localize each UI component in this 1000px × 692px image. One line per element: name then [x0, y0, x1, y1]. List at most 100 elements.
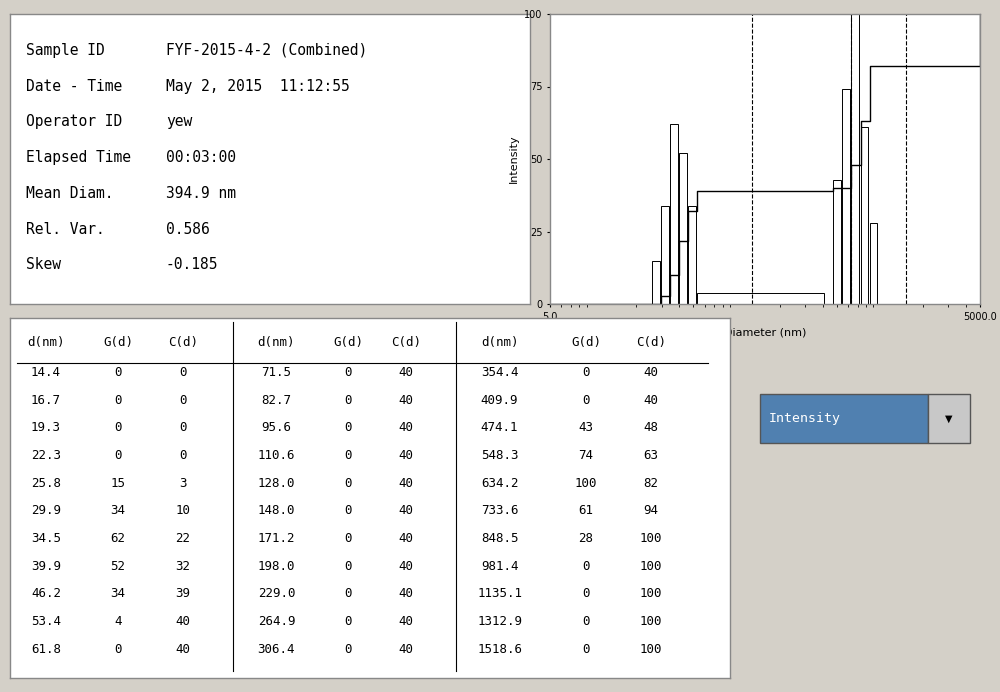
Text: C(d): C(d)	[168, 336, 198, 349]
Text: Operator ID: Operator ID	[26, 114, 122, 129]
Text: 0: 0	[114, 449, 122, 462]
Text: 62: 62	[110, 532, 126, 545]
Text: 0: 0	[114, 366, 122, 379]
Text: 3: 3	[179, 477, 187, 490]
Text: 19.3: 19.3	[31, 421, 61, 435]
Text: 95.6: 95.6	[261, 421, 291, 435]
Text: 63: 63	[643, 449, 658, 462]
Text: 94: 94	[643, 504, 658, 518]
Bar	[652, 261, 660, 304]
Text: 40: 40	[399, 477, 414, 490]
Text: 0: 0	[179, 449, 187, 462]
Text: 40: 40	[643, 394, 658, 406]
Text: 4: 4	[114, 615, 122, 628]
Text: 52: 52	[110, 560, 126, 573]
Text: 733.6: 733.6	[481, 504, 518, 518]
Text: 40: 40	[399, 588, 414, 601]
Text: 40: 40	[399, 394, 414, 406]
Text: 0.586: 0.586	[166, 221, 210, 237]
Bar	[670, 125, 678, 304]
Text: 43: 43	[578, 421, 594, 435]
Text: 100: 100	[575, 477, 597, 490]
Text: 981.4: 981.4	[481, 560, 518, 573]
Text: 39: 39	[175, 588, 190, 601]
Text: 548.3: 548.3	[481, 449, 518, 462]
Text: 0: 0	[582, 615, 590, 628]
Text: 0: 0	[345, 504, 352, 518]
Text: 40: 40	[399, 643, 414, 656]
Text: 394.9 nm: 394.9 nm	[166, 186, 236, 201]
Bar	[833, 179, 841, 304]
Bar	[842, 89, 850, 304]
Y-axis label: Intensity: Intensity	[508, 135, 518, 183]
Text: 0: 0	[582, 643, 590, 656]
Text: 848.5: 848.5	[481, 532, 518, 545]
Text: 100: 100	[640, 532, 662, 545]
Text: Elapsed Time: Elapsed Time	[26, 150, 131, 165]
Text: d(nm): d(nm)	[27, 336, 65, 349]
Text: 46.2: 46.2	[31, 588, 61, 601]
Text: 0: 0	[345, 394, 352, 406]
Text: 634.2: 634.2	[481, 477, 518, 490]
Text: 82.7: 82.7	[261, 394, 291, 406]
Text: 474.1: 474.1	[481, 421, 518, 435]
Text: -0.185: -0.185	[166, 257, 218, 273]
Text: 40: 40	[175, 615, 190, 628]
Text: G(d): G(d)	[103, 336, 133, 349]
Text: 198.0: 198.0	[258, 560, 295, 573]
Text: 22: 22	[175, 532, 190, 545]
Text: 32: 32	[175, 560, 190, 573]
Text: 74: 74	[578, 449, 594, 462]
Text: 22.3: 22.3	[31, 449, 61, 462]
Text: 53.4: 53.4	[31, 615, 61, 628]
Text: 0: 0	[114, 421, 122, 435]
Text: 40: 40	[643, 366, 658, 379]
Text: 1312.9: 1312.9	[477, 615, 522, 628]
Text: 40: 40	[399, 532, 414, 545]
Text: 10: 10	[175, 504, 190, 518]
Text: 409.9: 409.9	[481, 394, 518, 406]
Text: 0: 0	[345, 366, 352, 379]
Bar	[688, 206, 696, 304]
Text: 40: 40	[399, 504, 414, 518]
Text: 0: 0	[345, 615, 352, 628]
Text: 0: 0	[179, 394, 187, 406]
Text: 00:03:00: 00:03:00	[166, 150, 236, 165]
Text: 100: 100	[640, 615, 662, 628]
Text: 34: 34	[110, 504, 126, 518]
Bar	[861, 127, 868, 304]
Text: Date - Time: Date - Time	[26, 79, 122, 93]
Text: 0: 0	[345, 643, 352, 656]
Text: 0: 0	[582, 588, 590, 601]
Text: 264.9: 264.9	[258, 615, 295, 628]
Text: 61: 61	[578, 504, 594, 518]
Text: 0: 0	[114, 394, 122, 406]
Text: Sample ID: Sample ID	[26, 43, 104, 58]
Text: 100: 100	[640, 643, 662, 656]
Bar	[661, 206, 669, 304]
Text: 100: 100	[640, 588, 662, 601]
Text: 82: 82	[643, 477, 658, 490]
Text: 229.0: 229.0	[258, 588, 295, 601]
Text: 148.0: 148.0	[258, 504, 295, 518]
Text: FYF-2015-4-2 (Combined): FYF-2015-4-2 (Combined)	[166, 43, 367, 58]
Text: 14.4: 14.4	[31, 366, 61, 379]
Text: 128.0: 128.0	[258, 477, 295, 490]
Text: 1518.6: 1518.6	[477, 643, 522, 656]
Text: 16.7: 16.7	[31, 394, 61, 406]
Text: 34: 34	[110, 588, 126, 601]
Text: Rel. Var.: Rel. Var.	[26, 221, 104, 237]
Text: 0: 0	[582, 366, 590, 379]
Text: 61.8: 61.8	[31, 643, 61, 656]
Text: 40: 40	[399, 560, 414, 573]
Text: 0: 0	[345, 421, 352, 435]
Text: 48: 48	[643, 421, 658, 435]
Bar	[679, 154, 687, 304]
Text: 39.9: 39.9	[31, 560, 61, 573]
Text: 0: 0	[179, 421, 187, 435]
Text: d(nm): d(nm)	[481, 336, 518, 349]
Text: 0: 0	[582, 560, 590, 573]
Text: Mean Diam.: Mean Diam.	[26, 186, 113, 201]
Text: 25.8: 25.8	[31, 477, 61, 490]
Bar	[697, 293, 824, 304]
